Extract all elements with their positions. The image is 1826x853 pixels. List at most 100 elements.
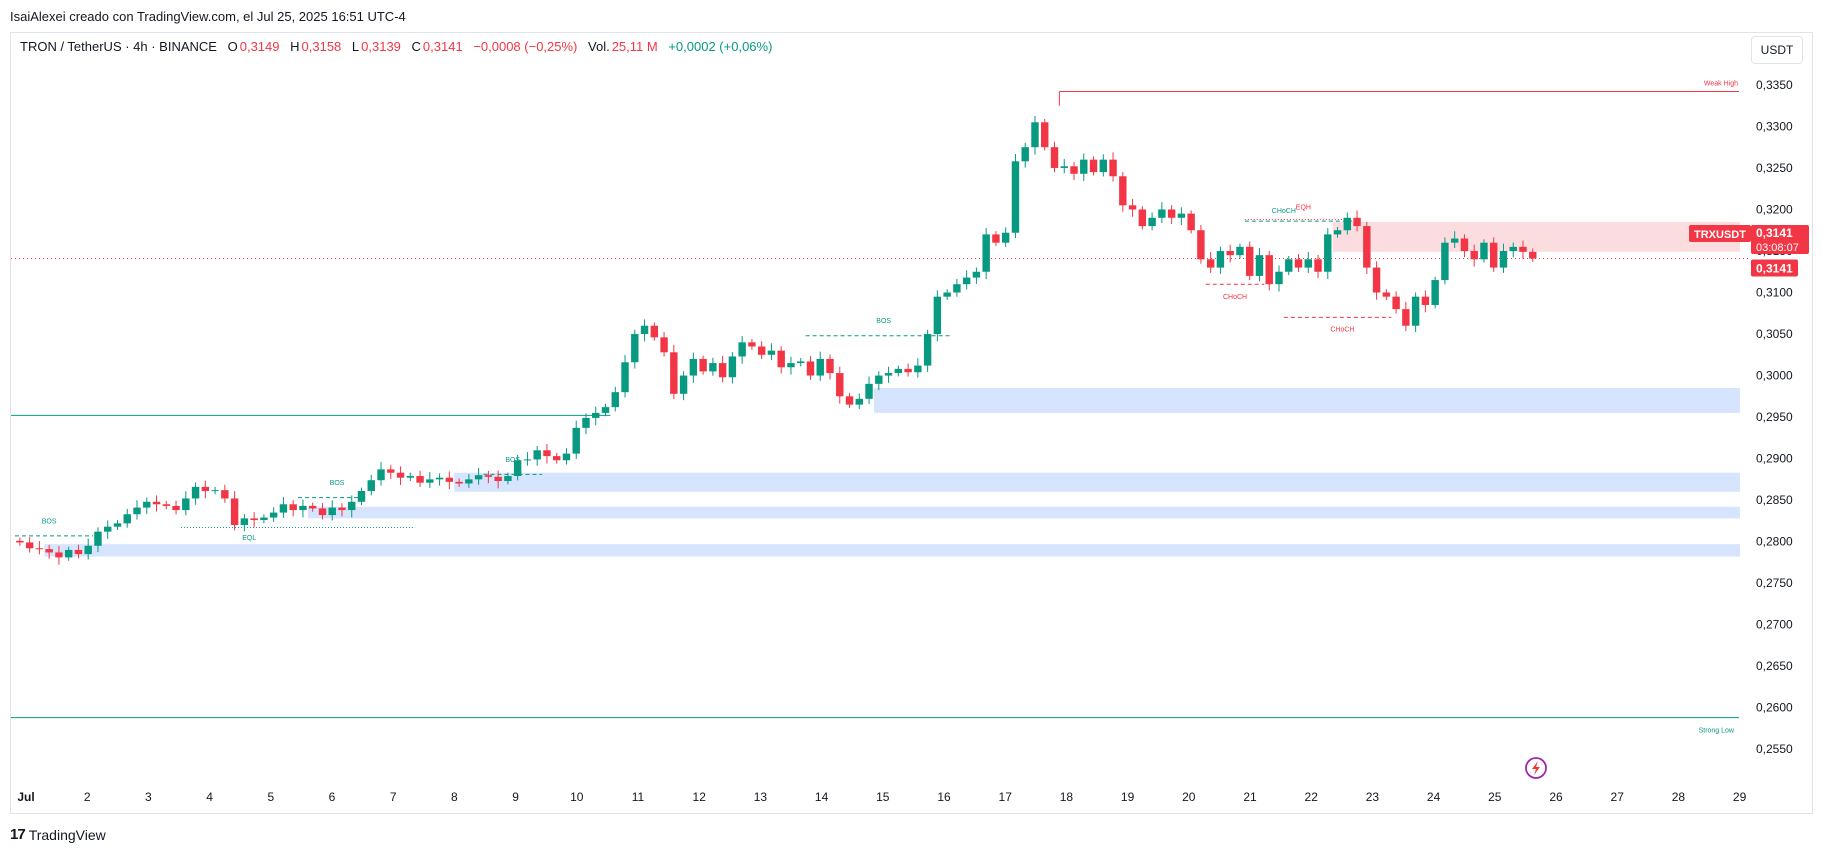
- tradingview-logo-icon: 17: [10, 826, 26, 843]
- candle: [35, 540, 44, 555]
- candle-body: [1450, 238, 1459, 243]
- time-tick-label: 17: [999, 790, 1013, 804]
- candle: [318, 503, 327, 520]
- legend-vol-label: Vol.: [588, 39, 610, 54]
- candle-body: [923, 334, 932, 366]
- last-price-tag-value: 0,3141: [1756, 261, 1793, 275]
- candle-body: [474, 475, 483, 480]
- candle-body: [523, 459, 532, 461]
- candle-body: [953, 284, 961, 293]
- legend-high-value: 0,3158: [301, 39, 342, 54]
- candle-body: [1314, 259, 1322, 272]
- candle-body: [406, 476, 415, 478]
- candle: [426, 472, 434, 488]
- candle-body: [1392, 296, 1400, 310]
- chart-legend: TRON / TetherUS · 4h · BINANCE O 0,3149 H…: [20, 39, 774, 54]
- candle: [1148, 212, 1156, 231]
- candle: [484, 470, 493, 484]
- candle: [308, 502, 317, 512]
- candle-body: [1255, 255, 1264, 276]
- candle: [1275, 265, 1283, 292]
- candle-body: [660, 337, 668, 353]
- candle-body: [1411, 296, 1420, 326]
- lightning-icon[interactable]: [1525, 757, 1547, 779]
- candle-body: [455, 481, 463, 484]
- candle-body: [1216, 250, 1225, 268]
- price-tick-label: 0,3250: [1756, 161, 1793, 175]
- candle: [855, 393, 863, 409]
- candle-body: [1158, 209, 1166, 218]
- demand-zone: [44, 544, 1741, 557]
- candle-body: [1089, 159, 1098, 173]
- currency-button[interactable]: USDT: [1751, 36, 1803, 64]
- candle: [182, 491, 190, 516]
- candle: [836, 366, 844, 404]
- candle-body: [328, 507, 336, 516]
- price-tag-bg: [1751, 225, 1809, 254]
- price-tick-label: 0,2850: [1756, 493, 1793, 507]
- candle: [191, 482, 200, 505]
- candle-body: [1265, 255, 1273, 285]
- candle: [1041, 118, 1049, 151]
- candle: [269, 507, 278, 522]
- candle-body: [113, 523, 122, 527]
- candle-body: [582, 417, 590, 428]
- candle-body: [855, 398, 863, 405]
- candle-body: [55, 552, 63, 558]
- candle-body: [650, 325, 659, 338]
- candle: [1470, 244, 1478, 267]
- time-tick-label: 8: [451, 790, 458, 804]
- candle-body: [104, 526, 112, 532]
- candle: [679, 371, 688, 401]
- candle: [631, 329, 639, 369]
- candle: [1382, 289, 1391, 300]
- time-tick-label: 13: [754, 790, 768, 804]
- time-tick-label: 7: [390, 790, 397, 804]
- candle: [728, 352, 737, 384]
- candle: [884, 366, 893, 383]
- candle-body: [162, 504, 170, 506]
- time-tick-label: 15: [876, 790, 890, 804]
- price-axis[interactable]: 0,33500,33000,32500,32000,31500,31000,30…: [1756, 78, 1793, 756]
- price-tick-label: 0,2900: [1756, 452, 1793, 466]
- candle: [1158, 202, 1166, 224]
- price-tick-label: 0,2700: [1756, 618, 1793, 632]
- time-tick-label: 9: [512, 790, 519, 804]
- candle: [16, 537, 24, 546]
- time-axis[interactable]: Jul 2 3 4 5 6 7 8 9 10 11 12 13 14 15 16 17 18 19 20 21 22 23 2…: [17, 790, 1746, 804]
- candle: [1021, 142, 1029, 168]
- candle-body: [631, 334, 639, 363]
- tradingview-logo[interactable]: 17 TradingView: [10, 826, 106, 843]
- candle-body: [992, 234, 1000, 243]
- candle: [25, 537, 34, 553]
- candle-body: [16, 540, 24, 543]
- candle-body: [1011, 161, 1020, 233]
- candle: [396, 466, 405, 486]
- candle: [718, 355, 727, 383]
- candle: [1529, 248, 1537, 262]
- candle-body: [787, 363, 795, 368]
- tradingview-brand: TradingView: [28, 826, 106, 843]
- legend-symbol[interactable]: TRON / TetherUS · 4h · BINANCE: [20, 39, 217, 54]
- candle-body: [894, 368, 903, 374]
- demand-zone: [454, 472, 1740, 492]
- legend-change: −0,0008 (−0,25%): [473, 39, 578, 54]
- price-tick-label: 0,2650: [1756, 659, 1793, 673]
- candle-body: [757, 346, 766, 355]
- candle-body: [494, 476, 502, 482]
- candle-body: [1099, 159, 1108, 173]
- candle-body: [543, 450, 551, 457]
- candle-body: [260, 517, 268, 521]
- candle: [1333, 226, 1342, 238]
- time-tick-label: 26: [1549, 790, 1563, 804]
- time-tick-label: 21: [1243, 790, 1257, 804]
- candle: [748, 339, 756, 350]
- candle-body: [396, 472, 405, 478]
- candle: [1519, 240, 1527, 260]
- candle: [1460, 234, 1469, 258]
- candle: [406, 472, 415, 482]
- candle: [328, 500, 336, 521]
- candle: [152, 495, 161, 512]
